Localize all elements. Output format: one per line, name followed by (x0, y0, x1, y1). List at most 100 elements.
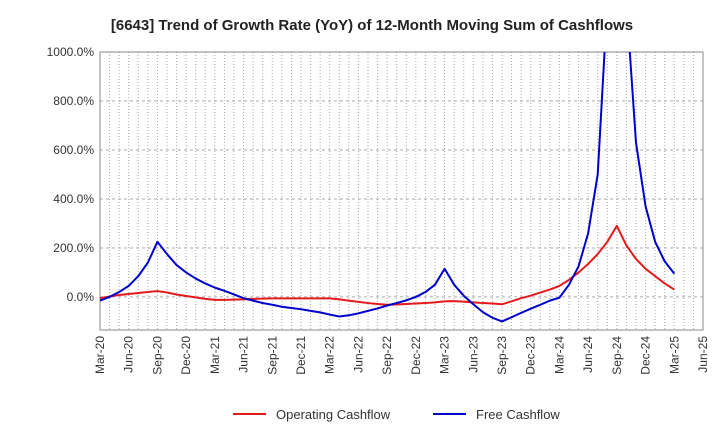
data-point (511, 316, 513, 318)
data-point (635, 258, 637, 260)
x-tick-label: Dec-24 (639, 336, 653, 375)
data-point (338, 298, 340, 300)
legend: Operating Cashflow Free Cashflow (233, 407, 560, 422)
x-tick-label: Sep-20 (150, 336, 164, 375)
data-point (233, 293, 235, 295)
data-point (520, 312, 522, 314)
data-point (223, 290, 225, 292)
data-point (405, 299, 407, 301)
data-point (377, 303, 379, 305)
data-point (176, 293, 178, 295)
data-point (625, 244, 627, 246)
data-point (281, 297, 283, 299)
grid-lines (100, 51, 703, 330)
data-point (329, 314, 331, 316)
data-point (424, 302, 426, 304)
data-point (568, 284, 570, 286)
data-point (530, 295, 532, 297)
data-point (128, 285, 130, 287)
data-point (195, 278, 197, 280)
x-tick-label: Jun-25 (696, 336, 710, 373)
y-tick-label: 400.0% (53, 192, 94, 206)
y-axis: 0.0% 200.0% 400.0% 600.0% 800.0% 1000.0% (47, 45, 95, 304)
data-point (377, 307, 379, 309)
x-tick-label: Jun-20 (122, 336, 136, 373)
x-tick-label: Mar-20 (93, 336, 107, 374)
x-tick-label: Mar-25 (667, 336, 681, 374)
data-point (415, 296, 417, 298)
data-point (262, 298, 264, 300)
data-point (530, 308, 532, 310)
data-point (578, 265, 580, 267)
data-point (386, 305, 388, 307)
x-tick-label: Dec-22 (409, 336, 423, 375)
plot-series (99, 52, 676, 323)
series-line (100, 52, 676, 323)
data-point (434, 284, 436, 286)
data-point (310, 297, 312, 299)
data-point (118, 294, 120, 296)
data-point (223, 299, 225, 301)
data-point (491, 303, 493, 305)
x-tick-label: Mar-22 (323, 336, 337, 374)
data-point (319, 311, 321, 313)
x-tick-label: Sep-21 (265, 336, 279, 375)
data-point (415, 303, 417, 305)
legend-label-free: Free Cashflow (476, 407, 560, 422)
data-point (262, 302, 264, 304)
data-point (357, 312, 359, 314)
data-point (99, 300, 101, 302)
data-point (195, 296, 197, 298)
data-point (176, 264, 178, 266)
data-point (635, 142, 637, 144)
data-point (281, 306, 283, 308)
data-point (491, 317, 493, 319)
data-point (396, 302, 398, 304)
data-point (444, 300, 446, 302)
data-point (482, 311, 484, 313)
data-point (329, 297, 331, 299)
data-point (616, 225, 618, 227)
data-point (424, 291, 426, 293)
x-tick-label: Jun-23 (466, 336, 480, 373)
data-point (214, 287, 216, 289)
data-point (367, 302, 369, 304)
data-point (204, 298, 206, 300)
data-point (673, 273, 675, 275)
data-point (338, 316, 340, 318)
data-point (204, 282, 206, 284)
x-tick-label: Mar-21 (208, 336, 222, 374)
data-point (300, 308, 302, 310)
y-tick-label: 800.0% (53, 94, 94, 108)
data-point (185, 271, 187, 273)
data-point (147, 262, 149, 264)
y-tick-label: 200.0% (53, 241, 94, 255)
x-tick-label: Jun-24 (581, 336, 595, 373)
data-point (587, 232, 589, 234)
chart-title: [6643] Trend of Growth Rate (YoY) of 12-… (111, 17, 633, 34)
data-point (166, 253, 168, 255)
data-point (156, 290, 158, 292)
data-point (185, 295, 187, 297)
data-point (539, 292, 541, 294)
x-tick-label: Sep-24 (610, 336, 624, 375)
data-point (587, 263, 589, 265)
y-tick-label: 1000.0% (47, 45, 95, 59)
data-point (482, 302, 484, 304)
x-tick-label: Sep-22 (380, 336, 394, 375)
series-free-cashflow (99, 52, 676, 323)
data-point (673, 289, 675, 291)
data-point (271, 304, 273, 306)
data-point (549, 300, 551, 302)
data-point (348, 314, 350, 316)
data-point (664, 260, 666, 262)
data-point (99, 297, 101, 299)
data-point (453, 300, 455, 302)
x-tick-label: Dec-23 (524, 336, 538, 375)
data-point (243, 297, 245, 299)
data-point (472, 303, 474, 305)
data-point (578, 271, 580, 273)
data-point (463, 301, 465, 303)
data-point (300, 297, 302, 299)
